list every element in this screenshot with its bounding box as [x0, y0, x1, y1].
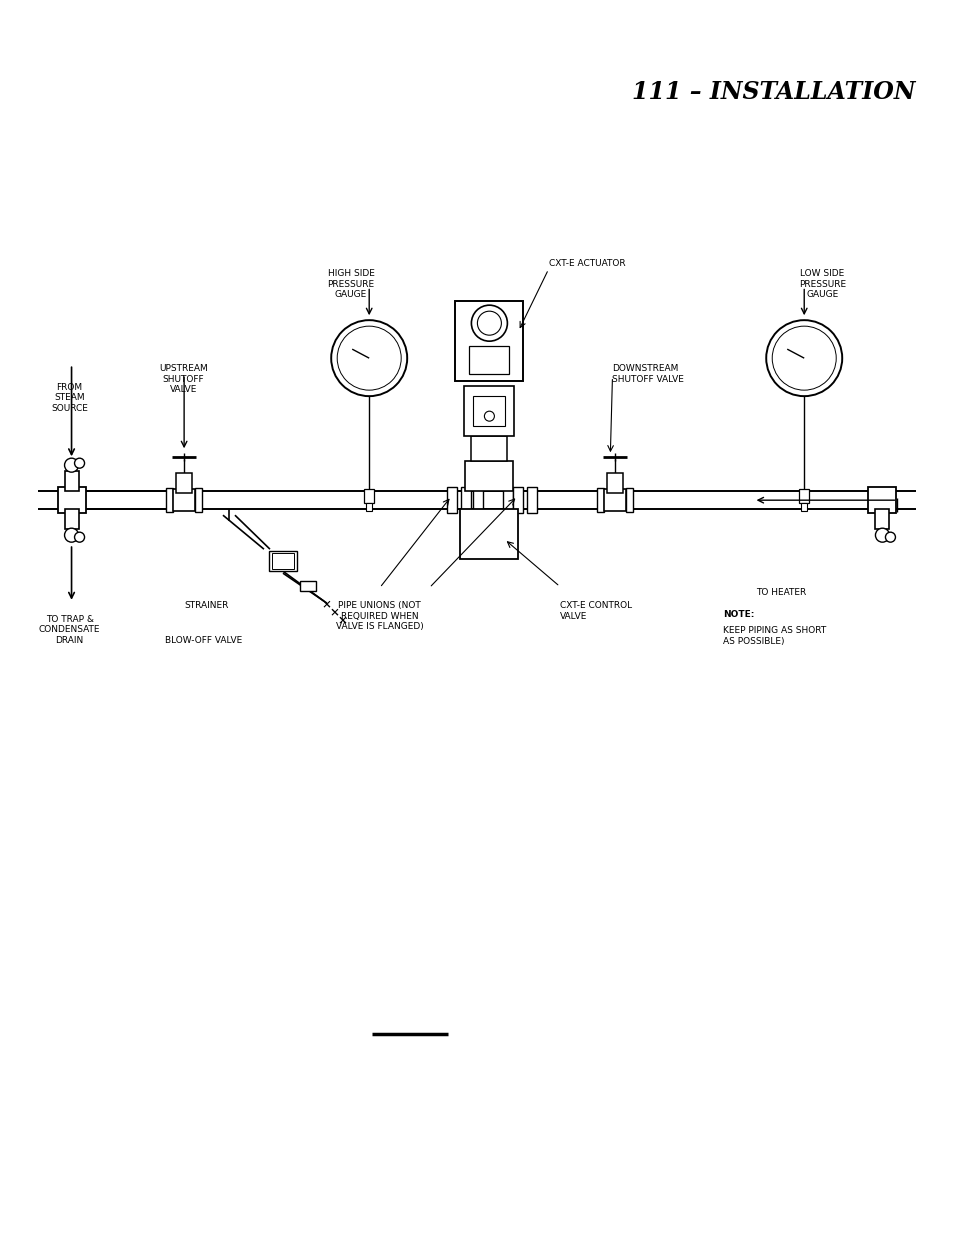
Bar	[455, 301, 523, 382]
Bar	[465, 461, 513, 492]
Bar	[603, 489, 626, 511]
Bar	[626, 488, 633, 513]
Bar	[65, 472, 78, 492]
Bar	[460, 509, 517, 559]
Bar	[503, 487, 513, 514]
Bar	[875, 509, 888, 529]
Text: NOTE:: NOTE:	[722, 610, 754, 619]
Bar	[527, 487, 537, 514]
Text: TO TRAP &
CONDENSATE
DRAIN: TO TRAP & CONDENSATE DRAIN	[39, 615, 100, 645]
Circle shape	[65, 529, 78, 542]
Bar	[299, 580, 315, 592]
Circle shape	[771, 326, 836, 390]
Bar	[57, 487, 86, 514]
Circle shape	[476, 311, 501, 335]
Circle shape	[471, 305, 507, 341]
Text: LOW SIDE
PRESSURE
GAUGE: LOW SIDE PRESSURE GAUGE	[798, 269, 845, 299]
Circle shape	[331, 320, 407, 396]
Bar	[607, 473, 622, 493]
Circle shape	[65, 458, 78, 472]
Bar	[464, 387, 514, 436]
Bar	[176, 473, 192, 493]
Bar	[801, 503, 806, 511]
Bar	[195, 488, 202, 513]
Text: TO HEATER: TO HEATER	[756, 588, 806, 597]
Bar	[513, 487, 523, 514]
Bar	[469, 346, 509, 374]
Text: UPSTREAM
SHUTOFF
VALVE: UPSTREAM SHUTOFF VALVE	[158, 364, 208, 394]
Circle shape	[765, 320, 841, 396]
Text: CXT-E CONTROL
VALVE: CXT-E CONTROL VALVE	[559, 601, 632, 621]
Bar	[461, 487, 471, 514]
Text: FROM
STEAM
SOURCE: FROM STEAM SOURCE	[51, 383, 88, 412]
Circle shape	[336, 326, 401, 390]
Bar	[172, 489, 195, 511]
Bar	[269, 551, 296, 571]
Text: KEEP PIPING AS SHORT
AS POSSIBLE): KEEP PIPING AS SHORT AS POSSIBLE)	[722, 626, 825, 646]
Circle shape	[884, 532, 895, 542]
Text: DOWNSTREAM
SHUTOFF VALVE: DOWNSTREAM SHUTOFF VALVE	[612, 364, 683, 384]
Circle shape	[484, 411, 494, 421]
Bar	[473, 487, 483, 514]
Circle shape	[74, 458, 85, 468]
Bar	[473, 396, 505, 426]
Bar	[272, 553, 294, 569]
Text: HIGH SIDE
PRESSURE
GAUGE: HIGH SIDE PRESSURE GAUGE	[327, 269, 375, 299]
Text: PIPE UNIONS (NOT
REQUIRED WHEN
VALVE IS FLANGED): PIPE UNIONS (NOT REQUIRED WHEN VALVE IS …	[335, 601, 423, 631]
Bar	[364, 489, 374, 503]
Text: CXT-E ACTUATOR: CXT-E ACTUATOR	[548, 259, 624, 268]
Bar	[166, 488, 172, 513]
Circle shape	[875, 529, 888, 542]
Bar	[471, 436, 507, 461]
Bar	[366, 503, 372, 511]
Bar	[65, 509, 78, 529]
Circle shape	[74, 532, 85, 542]
Bar	[597, 488, 603, 513]
Bar	[447, 487, 456, 514]
Text: STRAINER: STRAINER	[184, 601, 228, 610]
Text: BLOW-OFF VALVE: BLOW-OFF VALVE	[165, 636, 241, 645]
Bar	[867, 487, 896, 514]
Bar	[799, 489, 808, 503]
Text: 111 – INSTALLATION: 111 – INSTALLATION	[632, 80, 915, 104]
